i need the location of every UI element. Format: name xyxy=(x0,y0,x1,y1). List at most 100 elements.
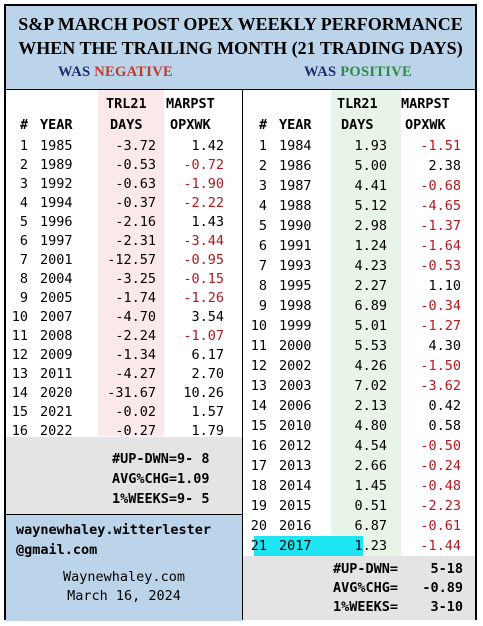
row-number: 13 xyxy=(250,378,267,394)
right-stat-up-dwn-value: 5-18 xyxy=(430,561,463,577)
right-stat-avg-chg-value: -0.89 xyxy=(422,580,463,596)
contact-email-line-1[interactable]: waynewhaley.witterlester xyxy=(16,522,212,538)
table-row: 15 2010 4.80 0.58 xyxy=(243,417,475,436)
right-header-opxwk: OPXWK xyxy=(405,117,446,133)
table-row: 12 2002 4.26 -1.50 xyxy=(243,357,475,376)
table-row: 4 1988 5.12 -4.65 xyxy=(243,197,475,216)
right-stat-avg-chg-label: AVG%CHG= xyxy=(333,580,399,596)
row-year: 1987 xyxy=(279,178,312,194)
row-number: 16 xyxy=(250,438,267,454)
row-opex-week-change: -1.07 xyxy=(183,328,224,344)
table-row: 20 2016 6.87 -0.61 xyxy=(243,517,475,536)
row-trailing-change: 2.98 xyxy=(354,218,387,234)
row-trailing-change: -12.57 xyxy=(107,252,156,268)
row-trailing-change: -4.27 xyxy=(115,366,156,382)
table-row: 10 1999 5.01 -1.27 xyxy=(243,317,475,336)
row-year: 2010 xyxy=(279,418,312,434)
row-opex-week-change: 4.30 xyxy=(428,338,461,354)
row-number: 6 xyxy=(258,238,267,254)
contact-website[interactable]: Waynewhaley.com xyxy=(63,569,185,585)
row-number: 1 xyxy=(258,138,267,154)
table-row: 16 2012 4.54 -0.50 xyxy=(243,437,475,456)
row-opex-week-change: 1.42 xyxy=(191,138,224,154)
row-opex-week-change: -3.62 xyxy=(420,378,461,394)
row-year: 1997 xyxy=(40,233,73,249)
row-year: 2013 xyxy=(279,458,312,474)
row-trailing-change: 1.24 xyxy=(354,238,387,254)
row-number: 1 xyxy=(19,138,28,154)
title-line-1: S&P MARCH POST OPEX WEEKLY PERFORMANCE xyxy=(18,14,463,34)
row-number: 19 xyxy=(250,498,267,514)
table-row: 6 1991 1.24 -1.64 xyxy=(243,237,475,256)
row-number: 15 xyxy=(250,418,267,434)
row-trailing-change: -0.37 xyxy=(115,195,156,211)
row-opex-week-change: -0.61 xyxy=(420,518,461,534)
row-year: 1986 xyxy=(279,158,312,174)
row-trailing-change: 0.51 xyxy=(354,498,387,514)
row-number: 15 xyxy=(11,404,28,420)
row-trailing-change: 7.02 xyxy=(354,378,387,394)
row-number: 4 xyxy=(258,198,267,214)
right-stat-weeks-value: 3-10 xyxy=(430,599,463,615)
table-row: 11 2000 5.53 4.30 xyxy=(243,337,475,356)
row-trailing-change: 5.53 xyxy=(354,338,387,354)
row-number: 21 xyxy=(250,538,267,554)
subtitle-positive: WAS POSITIVE xyxy=(304,64,412,81)
row-number: 7 xyxy=(258,258,267,274)
right-panel: TLR21 MARPST # YEAR DAYS OPXWK 1 1984 1.93… xyxy=(243,90,475,620)
row-number: 11 xyxy=(250,338,267,354)
row-year: 2004 xyxy=(40,271,73,287)
left-panel: TRL21 MARPST # YEAR DAYS OPXWK 1 1985 -3.7… xyxy=(6,90,242,621)
table-row: 7 2001 -12.57 -0.95 xyxy=(6,251,242,270)
row-year: 2007 xyxy=(40,309,73,325)
table-row: 17 2013 2.66 -0.24 xyxy=(243,457,475,476)
row-number: 9 xyxy=(19,290,28,306)
row-year: 1988 xyxy=(279,198,312,214)
table-row: 16 2022 -0.27 1.79 xyxy=(6,422,242,441)
row-opex-week-change: -0.68 xyxy=(420,178,461,194)
row-year: 2016 xyxy=(279,518,312,534)
row-opex-week-change: 0.58 xyxy=(428,418,461,434)
row-opex-week-change: -0.15 xyxy=(183,271,224,287)
row-year: 2017 xyxy=(279,538,312,554)
row-opex-week-change: -1.37 xyxy=(420,218,461,234)
row-year: 2020 xyxy=(40,385,73,401)
right-stats-box: #UP-DWN= 5-18 AVG%CHG= -0.89 1%WEEKS= 3-… xyxy=(243,556,475,620)
row-opex-week-change: 1.79 xyxy=(191,423,224,439)
subtitle-positive-word: POSITIVE xyxy=(340,64,412,80)
row-trailing-change: 6.87 xyxy=(354,518,387,534)
row-year: 2015 xyxy=(279,498,312,514)
row-opex-week-change: -0.72 xyxy=(183,157,224,173)
table-row: 10 2007 -4.70 3.54 xyxy=(6,308,242,327)
row-opex-week-change: -1.64 xyxy=(420,238,461,254)
subtitle-positive-prefix: WAS xyxy=(304,64,341,80)
row-opex-week-change: 2.70 xyxy=(191,366,224,382)
row-year: 2009 xyxy=(40,347,73,363)
row-trailing-change: 4.26 xyxy=(354,358,387,374)
row-trailing-change: -0.02 xyxy=(115,404,156,420)
table-row: 4 1994 -0.37 -2.22 xyxy=(6,194,242,213)
row-trailing-change: -4.70 xyxy=(115,309,156,325)
right-header-marpst: MARPST xyxy=(401,96,450,112)
row-trailing-change: 6.89 xyxy=(354,298,387,314)
table-row: 21 2017 1.23 -1.44 xyxy=(243,537,475,556)
contact-email-line-2[interactable]: @gmail.com xyxy=(16,542,98,558)
row-year: 2021 xyxy=(40,404,73,420)
row-trailing-change: 5.01 xyxy=(354,318,387,334)
row-opex-week-change: 0.42 xyxy=(428,398,461,414)
row-year: 2011 xyxy=(40,366,73,382)
left-stat-up-dwn: #UP-DWN=9- 8 xyxy=(112,451,210,467)
subtitle-negative: WAS NEGATIVE xyxy=(58,64,173,81)
row-number: 16 xyxy=(11,423,28,439)
table-row: 13 2011 -4.27 2.70 xyxy=(6,365,242,384)
contact-box: waynewhaley.witterlester @gmail.com Wayn… xyxy=(6,514,242,621)
row-opex-week-change: 6.17 xyxy=(191,347,224,363)
right-header-year: YEAR xyxy=(279,117,312,133)
row-year: 1996 xyxy=(40,214,73,230)
row-number: 6 xyxy=(19,233,28,249)
row-year: 1984 xyxy=(279,138,312,154)
row-number: 17 xyxy=(250,458,267,474)
row-opex-week-change: -1.26 xyxy=(183,290,224,306)
row-trailing-change: -3.25 xyxy=(115,271,156,287)
row-opex-week-change: 3.54 xyxy=(191,309,224,325)
